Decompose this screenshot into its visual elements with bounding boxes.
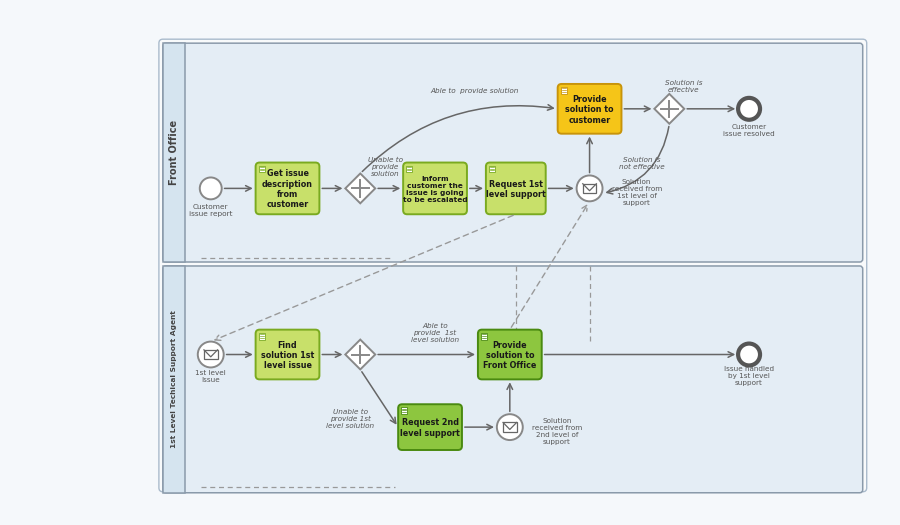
Bar: [561, 87, 567, 94]
Text: Solution is
not effective: Solution is not effective: [618, 157, 664, 170]
Bar: [489, 165, 495, 173]
Circle shape: [198, 342, 224, 368]
Text: 1st Level Techical Support Agent: 1st Level Techical Support Agent: [171, 310, 177, 448]
Text: Issue handled
by 1st level
support: Issue handled by 1st level support: [724, 366, 774, 386]
Text: Unable to
provide
solution: Unable to provide solution: [368, 156, 402, 176]
Bar: [163, 43, 184, 262]
Text: Provide
solution to
Front Office: Provide solution to Front Office: [483, 341, 536, 371]
Text: Request 2nd
level support: Request 2nd level support: [400, 418, 460, 438]
FancyBboxPatch shape: [163, 266, 863, 493]
Text: Inform
customer the
issue is going
to be escalated: Inform customer the issue is going to be…: [402, 176, 467, 203]
Text: Get issue
description
from
customer: Get issue description from customer: [262, 169, 313, 209]
Bar: [163, 266, 184, 493]
Polygon shape: [346, 340, 375, 370]
Bar: [258, 165, 265, 173]
FancyBboxPatch shape: [159, 39, 867, 492]
Bar: [503, 423, 517, 432]
Polygon shape: [346, 173, 375, 203]
Text: Able to
provide  1st
level solution: Able to provide 1st level solution: [411, 322, 459, 343]
Text: Front Office: Front Office: [169, 120, 179, 185]
Circle shape: [497, 414, 523, 440]
Bar: [481, 333, 487, 340]
Text: Request 1st
level support: Request 1st level support: [486, 180, 545, 199]
FancyBboxPatch shape: [163, 43, 863, 262]
FancyBboxPatch shape: [558, 84, 622, 134]
Text: Able to  provide solution: Able to provide solution: [431, 88, 519, 94]
Text: Provide
solution to
customer: Provide solution to customer: [565, 95, 614, 125]
Bar: [406, 165, 412, 173]
Text: Solution
received from
1st level of
support: Solution received from 1st level of supp…: [611, 179, 662, 206]
FancyBboxPatch shape: [403, 163, 467, 214]
Circle shape: [200, 177, 221, 200]
Text: Solution is
effective: Solution is effective: [664, 80, 702, 93]
FancyBboxPatch shape: [256, 330, 320, 380]
Text: Customer
issue resolved: Customer issue resolved: [724, 124, 775, 137]
Circle shape: [577, 175, 602, 201]
FancyBboxPatch shape: [256, 163, 320, 214]
Text: 1st level
Issue: 1st level Issue: [195, 370, 226, 383]
Polygon shape: [654, 94, 684, 124]
Text: Customer
issue report: Customer issue report: [189, 204, 232, 217]
Text: Find
solution 1st
level issue: Find solution 1st level issue: [261, 341, 314, 371]
FancyBboxPatch shape: [478, 330, 542, 380]
Text: Solution
received from
2nd level of
support: Solution received from 2nd level of supp…: [532, 417, 582, 445]
Circle shape: [738, 98, 760, 120]
Text: Unable to
provide 1st
level solution: Unable to provide 1st level solution: [326, 409, 374, 429]
Bar: [204, 350, 218, 359]
FancyBboxPatch shape: [398, 404, 462, 450]
Bar: [401, 407, 407, 414]
Circle shape: [738, 343, 760, 365]
FancyBboxPatch shape: [486, 163, 545, 214]
Bar: [258, 333, 265, 340]
Bar: [583, 184, 597, 193]
